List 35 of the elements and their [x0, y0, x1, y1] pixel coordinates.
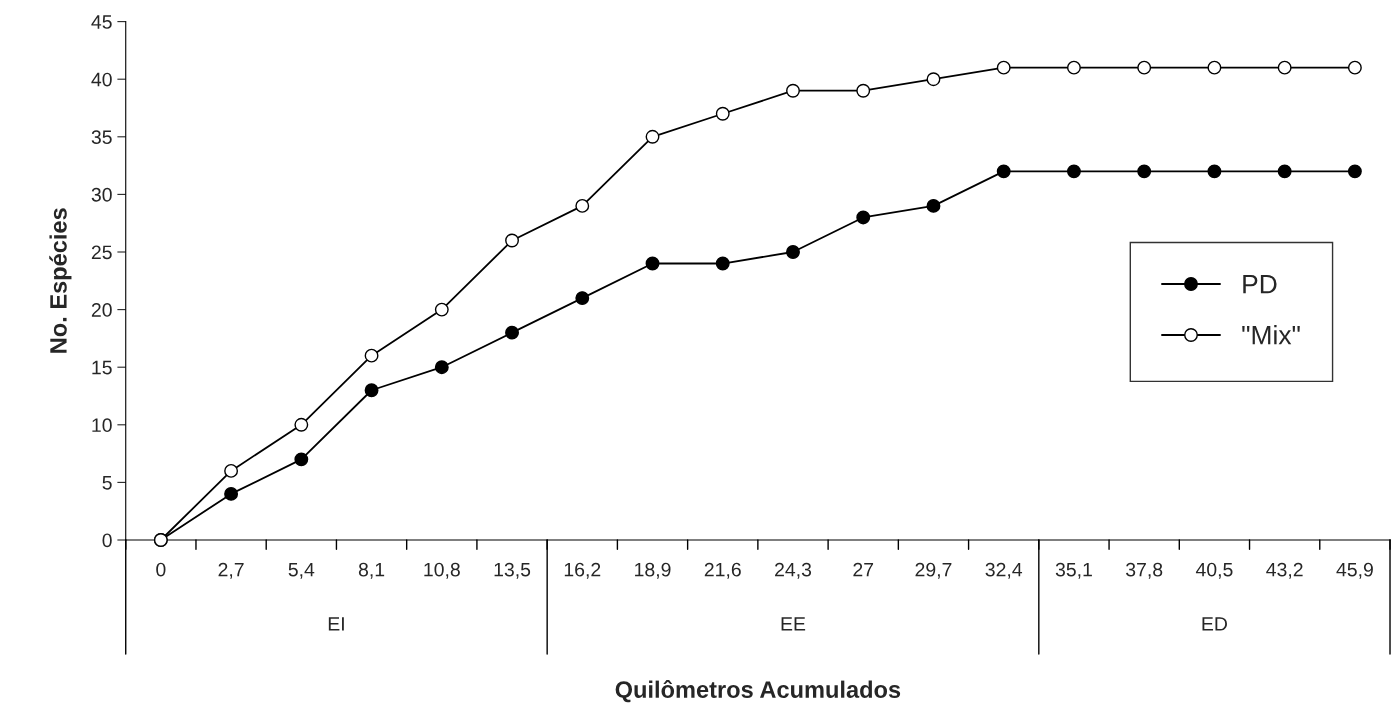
- x-tick-label: 32,4: [985, 562, 1023, 579]
- text: EI: [328, 617, 344, 631]
- x-tick-label: 43,2: [1266, 562, 1303, 579]
- x-tick-label: 37,8: [1126, 562, 1163, 579]
- y-tick-label: 15: [92, 360, 112, 375]
- x-tick-label: 5,4: [288, 562, 315, 579]
- x-axis-title: Quilômetros Acumulados: [615, 680, 901, 703]
- y-tick-label: 20: [91, 303, 112, 317]
- y-tick-label: 25: [91, 245, 112, 260]
- y-tick-label: 0: [102, 533, 112, 548]
- legend-label: "Mix": [1242, 325, 1300, 345]
- y-axis-title: No. Espécies: [49, 208, 72, 353]
- y-tick-label: 5: [102, 476, 112, 490]
- x-tick-label: 16,2: [564, 562, 601, 579]
- x-tick-label: 40,5: [1195, 562, 1233, 579]
- y-tick-label: 10: [92, 418, 112, 433]
- x-tick-label: 0: [156, 562, 166, 577]
- x-tick-label: 13,5: [494, 562, 531, 579]
- x-tick-label: 27: [853, 562, 874, 577]
- x-tick-label: 8,1: [358, 562, 385, 579]
- y-tick-label: 35: [91, 130, 112, 145]
- x-tick-label: 21,6: [704, 562, 741, 579]
- x-tick-label: 45,9: [1336, 562, 1373, 579]
- text: EE: [781, 617, 806, 631]
- y-tick-label: 40: [91, 72, 112, 87]
- x-tick-label: 24,3: [775, 562, 812, 579]
- text: ED: [1202, 617, 1227, 631]
- y-tick-label: 45: [91, 15, 112, 29]
- x-tick-label: 10,8: [424, 562, 460, 579]
- x-tick-label: 2,7: [218, 562, 244, 579]
- y-tick-label: 30: [91, 187, 112, 202]
- x-tick-label: 35,1: [1055, 562, 1092, 579]
- x-tick-label: 29,7: [915, 562, 952, 579]
- x-tick-label: 18,9: [635, 562, 671, 579]
- legend-label: PD: [1243, 275, 1277, 294]
